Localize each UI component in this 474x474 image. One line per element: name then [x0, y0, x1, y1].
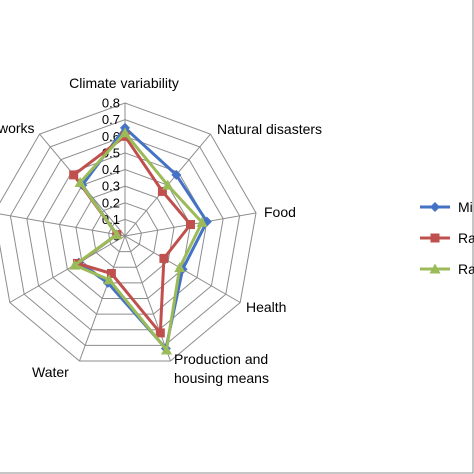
data-point [162, 179, 174, 190]
tick-label: 0.4 [102, 162, 120, 177]
spoke-line [79, 235, 126, 362]
legend-item: Ra [420, 261, 474, 277]
axis-label: Climate variability [69, 75, 179, 91]
series-group [69, 127, 208, 355]
grid-ring [42, 152, 208, 315]
grid-ring [26, 135, 224, 331]
spoke-line [124, 235, 171, 362]
data-point [103, 274, 115, 285]
data-point [74, 177, 86, 187]
tick-label: 0.3 [102, 179, 120, 194]
legend-item: Ra [420, 230, 474, 246]
data-point [174, 262, 186, 273]
data-point [119, 127, 131, 138]
radar-axis-labels: Climate variability Natural disasters Food… [0, 75, 322, 386]
tick-label: 0.8 [102, 96, 120, 111]
axis-label: Natural disasters [217, 121, 322, 137]
data-point [161, 344, 172, 355]
data-point [186, 220, 195, 229]
axis-label: Health [246, 299, 286, 315]
data-point [111, 229, 123, 240]
chart-legend: Mi Ra Ra [420, 199, 474, 277]
data-point [171, 169, 182, 180]
legend-label: Mi [458, 199, 473, 215]
data-point [159, 253, 169, 263]
axis-label: Production and housing means [174, 351, 269, 386]
radar-grid [0, 102, 257, 362]
spoke-line [9, 235, 126, 303]
radar-series [69, 122, 212, 355]
data-point [430, 202, 440, 212]
legend-label: Ra [458, 230, 474, 246]
radar-tick-labels: 00.10.20.30.40.50.60.70.8 [102, 96, 120, 244]
tick-label: 0.2 [102, 195, 120, 210]
axis-label: works [0, 120, 35, 136]
grid-ring [75, 185, 175, 284]
grid-ring [91, 202, 159, 268]
series-line [73, 131, 204, 352]
data-point [106, 269, 116, 278]
legend-item: Mi [420, 199, 473, 215]
tick-label: 0.1 [102, 212, 120, 227]
data-point [69, 170, 79, 180]
spoke-line [0, 213, 126, 237]
grid-ring [0, 102, 257, 362]
data-point [430, 233, 440, 243]
axis-label: Food [264, 204, 296, 220]
tick-label: 0.7 [102, 112, 120, 127]
axis-label: Water [32, 364, 69, 380]
data-point [157, 186, 167, 196]
data-point [69, 259, 81, 270]
data-point [196, 216, 208, 227]
data-point [429, 263, 441, 274]
legend-label: Ra [458, 261, 474, 277]
grid-ring [9, 119, 241, 346]
data-point [155, 328, 165, 338]
